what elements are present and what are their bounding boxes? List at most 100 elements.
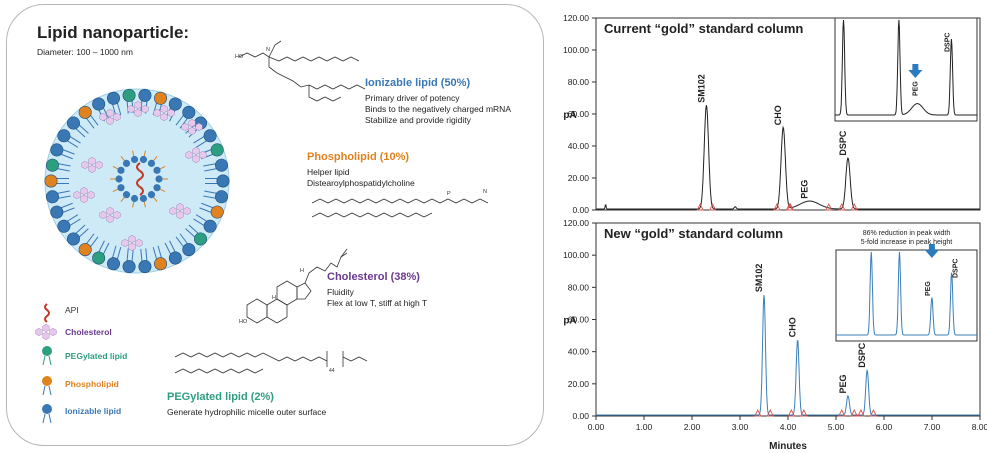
peak-label-sm102: SM102 [696, 74, 706, 103]
chart-title-new: New “gold” standard column [604, 226, 783, 241]
inner-lipid-head [147, 191, 156, 199]
cholesterol-ring [106, 116, 114, 126]
cholesterol-ring [128, 242, 136, 252]
inner-lipid-head [153, 166, 161, 174]
y-tick-label: 0.00 [572, 411, 589, 421]
x-tick-label: 6.00 [876, 422, 893, 432]
cholesterol-ring [95, 160, 103, 170]
lipid-head [203, 219, 217, 233]
h-label-1: H [300, 268, 304, 274]
inner-lipid-head [115, 175, 123, 183]
inner-lipid-head [130, 155, 139, 164]
cholesterol-ring [195, 122, 203, 132]
cholesterol-icon [35, 323, 57, 341]
cholesterol-ring [192, 146, 200, 156]
phospholipid-line-1: Helper lipid [307, 167, 350, 177]
cholesterol-ring [181, 122, 189, 132]
integration-marker [787, 409, 796, 417]
cholesterol-ring [141, 104, 149, 114]
cholesterol-ring [113, 112, 121, 122]
chart-title-current: Current “gold” standard column [604, 21, 803, 36]
inner-lipid-head [122, 159, 131, 167]
lipid-head [122, 260, 136, 274]
cholesterol-molecules [73, 100, 207, 252]
lnp-title: Lipid nanoparticle: [37, 23, 190, 42]
lipid-head [44, 174, 58, 188]
cholesterol-ring [127, 104, 135, 114]
inset-label-peg: PEG [912, 81, 919, 96]
lipid-head [194, 232, 208, 246]
integration-marker [800, 409, 808, 417]
x-tick-label: 0.00 [588, 422, 605, 432]
cholesterol-ring [185, 150, 193, 160]
inner-lipid-head [153, 184, 161, 192]
inner-lipid-head [117, 184, 125, 192]
y-tick-label: 40.00 [568, 347, 590, 357]
y-tick-label: 60.00 [568, 109, 590, 119]
ionizable-lipid-structure [238, 40, 366, 102]
phospholipid-desc: Helper lipid Distearoylphospatidylcholin… [307, 167, 415, 189]
integration-marker [850, 409, 858, 417]
cholesterol-molecule [99, 206, 121, 224]
cholesterol-ring [99, 210, 107, 220]
cholesterol-ring [153, 108, 161, 118]
legend-phospholipid: Phospholipid [65, 379, 119, 389]
x-axis-label: Minutes [769, 441, 807, 452]
cholesterol-ring [88, 156, 96, 166]
lipid-head [78, 105, 92, 119]
ho-label-2: HO [239, 319, 248, 325]
integration-marker [850, 203, 858, 211]
cholesterol-ring [99, 112, 107, 122]
trace-current [596, 105, 980, 210]
lipid-shell [44, 88, 230, 274]
inset-note-2: 5-fold increase in peak height [861, 239, 953, 246]
y-tick-label: 120.00 [563, 218, 589, 228]
lipid-head [210, 143, 224, 157]
inset-label-dspc: DSPC [953, 259, 960, 278]
lipid-head [57, 129, 71, 143]
cholesterol-ring [134, 100, 142, 110]
inner-micelle [110, 150, 168, 208]
integration-marker [708, 203, 717, 211]
x-tick-label: 5.00 [828, 422, 845, 432]
cholesterol-ring [188, 126, 196, 136]
inset-frame [834, 17, 978, 122]
lipid-head [215, 190, 229, 204]
cholesterol-ring [87, 190, 95, 200]
y-tick-label: 80.00 [568, 282, 590, 292]
cholesterol-molecule [185, 146, 207, 164]
peak-label-cho: CHO [788, 317, 798, 337]
inset-label-dspc: DSPC [944, 33, 951, 52]
peak-label-sm102: SM102 [754, 264, 764, 293]
lipid-head [50, 205, 64, 219]
cholesterol-ring [169, 206, 177, 216]
phospholipid-icon [42, 376, 52, 396]
cholesterol-molecule [73, 186, 95, 204]
cholesterol-desc: Fluidity Flex at low T, stiff at high T [327, 287, 427, 309]
lipid-head [216, 174, 230, 188]
lipid-head [138, 88, 152, 102]
peak-label-cho: CHO [773, 105, 783, 125]
lipid-head [78, 243, 92, 257]
cholesterol-ring [176, 210, 184, 220]
inset-new: PEG DSPC [835, 244, 978, 342]
cholesterol-molecule [181, 118, 203, 136]
integration-marker [766, 409, 774, 417]
inner-lipid-head [122, 191, 131, 199]
ionizable-lipid-icon [42, 404, 52, 424]
cholesterol-ring [128, 234, 136, 244]
cholesterol-ring [134, 108, 142, 118]
integration-marker [754, 409, 762, 417]
cholesterol-ring [106, 214, 114, 224]
lipid-head [50, 143, 64, 157]
cholesterol-ring [73, 190, 81, 200]
legend-ionizable: Ionizable lipid [65, 406, 122, 416]
y-tick-label: 100.00 [563, 250, 589, 260]
legend-pegylated: PEGylated lipid [65, 351, 128, 361]
peak-label-peg: PEG [838, 374, 848, 393]
x-tick-label: 2.00 [684, 422, 701, 432]
n-label-2: N [483, 189, 487, 195]
lipid-head [168, 251, 182, 265]
integration-marker [773, 203, 781, 211]
peak-label-peg: PEG [800, 180, 810, 199]
